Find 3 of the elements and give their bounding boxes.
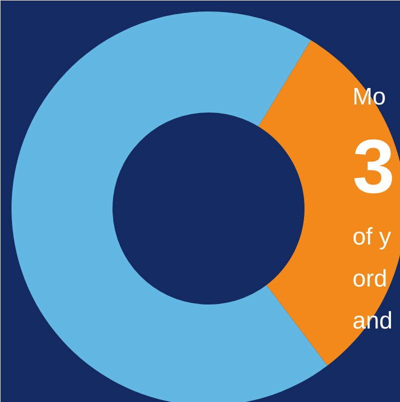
text: 3 [352, 124, 395, 210]
text: of y [352, 224, 392, 250]
text: ord [352, 266, 388, 292]
